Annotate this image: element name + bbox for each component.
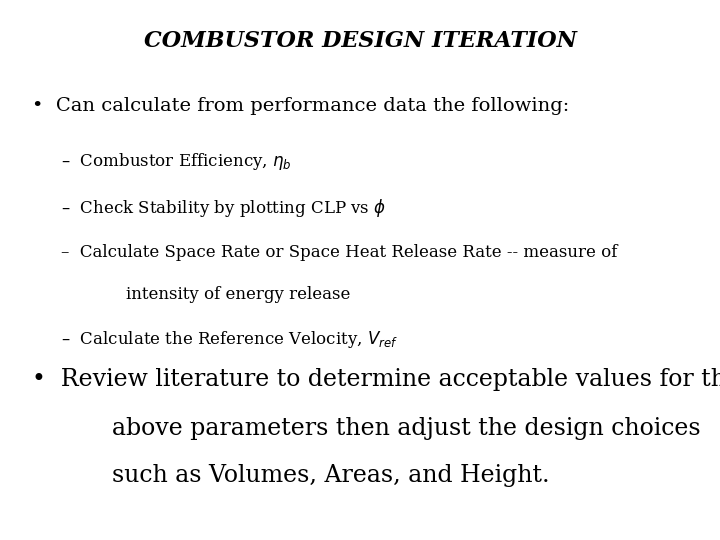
Text: above parameters then adjust the design choices: above parameters then adjust the design …	[112, 417, 701, 440]
Text: –  Combustor Efficiency, $\eta_b$: – Combustor Efficiency, $\eta_b$	[61, 151, 292, 172]
Text: COMBUSTOR DESIGN ITERATION: COMBUSTOR DESIGN ITERATION	[143, 30, 577, 52]
Text: such as Volumes, Areas, and Height.: such as Volumes, Areas, and Height.	[112, 464, 549, 488]
Text: •  Review literature to determine acceptable values for the: • Review literature to determine accepta…	[32, 368, 720, 392]
Text: •  Can calculate from performance data the following:: • Can calculate from performance data th…	[32, 97, 570, 115]
Text: –  Calculate the Reference Velocity, $V_{ref}$: – Calculate the Reference Velocity, $V_{…	[61, 329, 398, 350]
Text: intensity of energy release: intensity of energy release	[126, 286, 351, 303]
Text: –  Calculate Space Rate or Space Heat Release Rate -- measure of: – Calculate Space Rate or Space Heat Rel…	[61, 244, 618, 261]
Text: –  Check Stability by plotting CLP vs $\phi$: – Check Stability by plotting CLP vs $\p…	[61, 197, 387, 219]
